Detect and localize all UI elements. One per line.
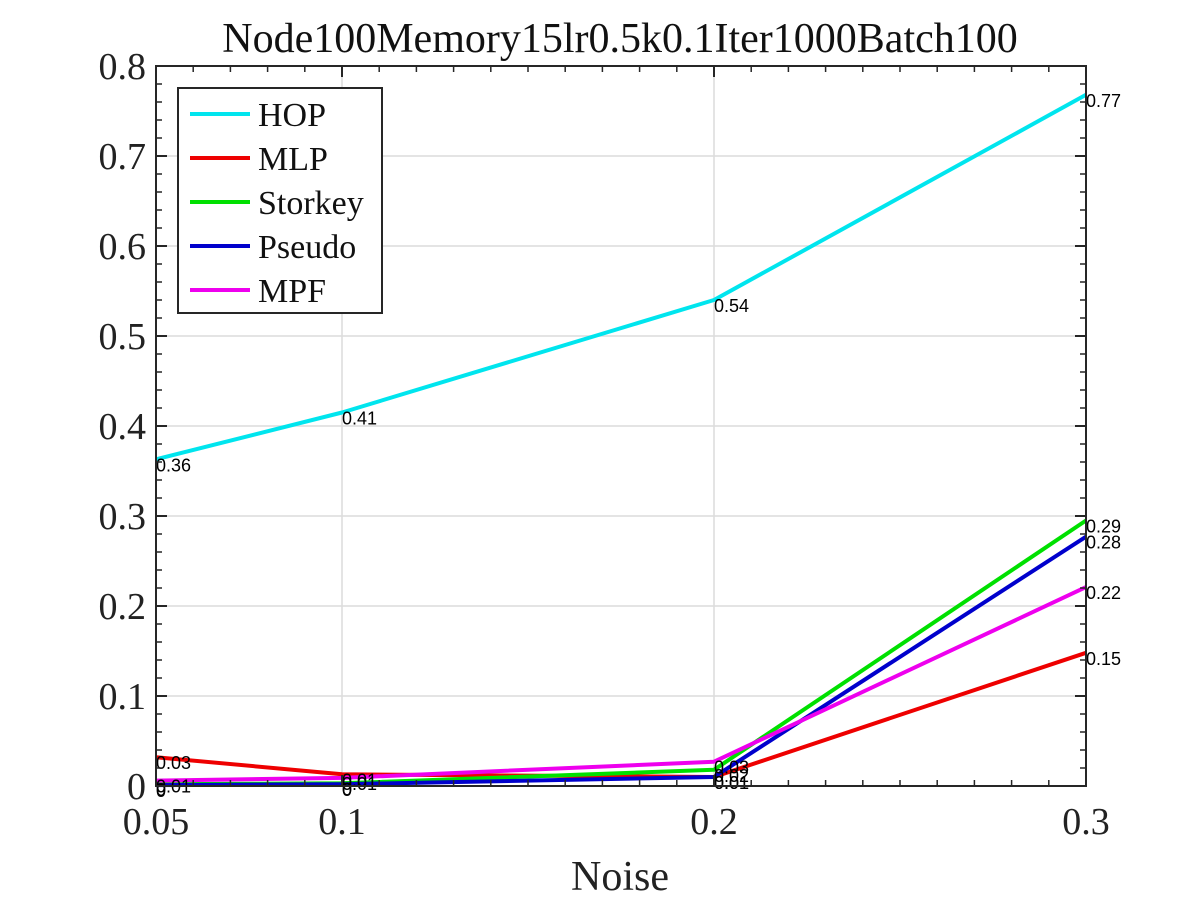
data-label-hop: 0.77 [1086, 91, 1121, 111]
data-label-pseudo: 0 [342, 780, 352, 800]
data-label-hop: 0.41 [342, 409, 377, 429]
data-label-pseudo: 0.01 [714, 773, 749, 793]
data-label-pseudo: 0 [156, 781, 166, 801]
x-tick-labels: 0.05 0.1 0.2 0.3 [123, 801, 1110, 843]
data-label-hop: 0.36 [156, 455, 191, 475]
x-tick-label: 0.05 [123, 801, 190, 843]
data-label-mlp: 0.01 [714, 773, 749, 793]
data-label-storkey: 0 [156, 780, 166, 800]
legend-label-mlp: MLP [258, 141, 328, 178]
data-label-mlp: 0.03 [156, 753, 191, 773]
y-tick-label: 0.2 [99, 586, 147, 628]
y-tick-label: 0.7 [99, 136, 147, 178]
data-label-mpf: 0.03 [714, 758, 749, 778]
data-label-storkey: 0 [342, 779, 352, 799]
legend-label-pseudo: Pseudo [258, 229, 356, 266]
y-tick-label: 0.4 [99, 406, 147, 448]
data-label-storkey: 0.29 [1086, 517, 1121, 537]
x-tick-label: 0.3 [1062, 801, 1110, 843]
data-label-mpf: 0.01 [342, 774, 377, 794]
axis-ticks [155, 65, 1087, 787]
data-label-storkey: 0.02 [714, 766, 749, 786]
data-label-mlp: 0.15 [1086, 649, 1121, 669]
legend-label-mpf: MPF [258, 273, 326, 310]
legend-label-storkey: Storkey [258, 185, 364, 222]
y-tick-label: 0.3 [99, 496, 147, 538]
series-line-hop [155, 93, 1087, 462]
x-tick-label: 0.1 [318, 801, 366, 843]
legend-label-hop: HOP [258, 97, 326, 134]
y-tick-label: 0.1 [99, 676, 147, 718]
y-tick-label: 0.6 [99, 226, 147, 268]
x-tick-label: 0.2 [690, 801, 738, 843]
y-tick-label: 0.8 [99, 46, 147, 88]
legend: HOP MLP Storkey Pseudo MPF [177, 87, 383, 314]
series-line-mpf [155, 585, 1087, 783]
y-tick-label: 0.5 [99, 316, 147, 358]
y-tick-label: 0 [127, 766, 146, 808]
data-label-mpf: 0.22 [1086, 583, 1121, 603]
series-line-pseudo [155, 535, 1088, 788]
data-label-pseudo: 0.28 [1086, 533, 1121, 553]
x-axis-label: Noise [571, 854, 669, 900]
chart-title: Node100Memory15lr0.5k0.1Iter1000Batch100 [222, 16, 1018, 62]
data-label-hop: 0.54 [714, 296, 749, 316]
data-labels: 0.360.410.540.770.030.01 0.010.150 00.020.… [156, 91, 1121, 801]
y-tick-labels: 0 0.1 0.2 0.3 0.4 0.5 0.6 0.7 0.8 [99, 46, 147, 808]
series-line-mlp [155, 650, 1087, 779]
